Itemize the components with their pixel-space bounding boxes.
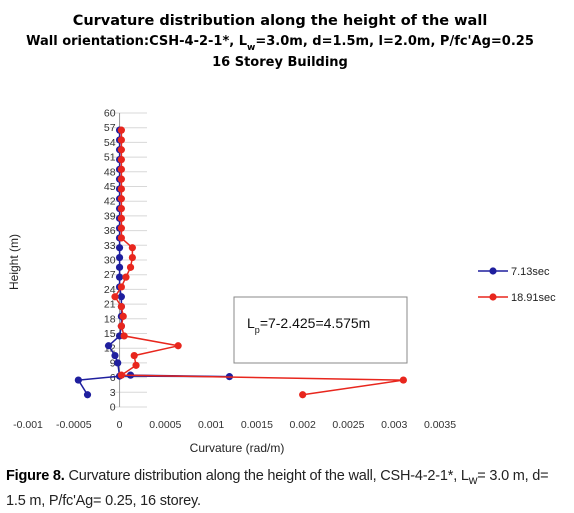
- x-tick-label: -0.0005: [56, 419, 92, 431]
- annotation-text: Lp=7-2.425=4.575m: [247, 315, 370, 335]
- data-point: [174, 342, 182, 350]
- data-point: [117, 195, 125, 203]
- legend-label: 7.13sec: [511, 266, 550, 278]
- data-point: [117, 214, 125, 222]
- data-point: [128, 244, 136, 252]
- y-tick-label: 6: [110, 372, 116, 384]
- series-layer: [74, 126, 407, 399]
- series-line-2: [114, 130, 404, 396]
- x-tick-label: 0.0015: [241, 419, 273, 431]
- data-point: [117, 204, 125, 213]
- data-point: [117, 185, 125, 193]
- data-point: [117, 302, 125, 311]
- y-axis-label: Height (m): [7, 234, 21, 290]
- caption-text-end: = 3.0 m, d= 1.5 m, P/fc'Ag= 0.25, 16 sto…: [6, 468, 549, 509]
- data-point: [130, 351, 138, 360]
- data-point: [120, 332, 128, 340]
- y-tick-label: 24: [104, 284, 116, 296]
- y-tick-label: 9: [110, 357, 116, 369]
- x-tick-label: 0.003: [381, 419, 407, 431]
- data-point: [117, 283, 125, 291]
- x-tick-label: 0.002: [290, 419, 316, 431]
- series-line-1: [77, 130, 230, 396]
- data-point: [74, 376, 82, 384]
- y-tick-label: 54: [104, 137, 116, 149]
- y-tick-label: 21: [104, 299, 116, 311]
- data-point: [111, 293, 119, 301]
- x-tick-label: 0.0025: [332, 419, 364, 431]
- chart-title: Curvature distribution along the height …: [73, 13, 488, 29]
- y-tick-label: 15: [104, 328, 116, 340]
- data-point: [111, 351, 119, 360]
- chart: Curvature distribution along the height …: [7, 13, 556, 455]
- y-tick-label: 48: [104, 166, 116, 178]
- data-point: [119, 312, 127, 320]
- data-point: [115, 263, 124, 271]
- y-tick-label: 3: [110, 387, 116, 399]
- data-point: [115, 273, 124, 281]
- x-tick-label: 0.001: [198, 419, 224, 431]
- caption-sub: w: [468, 472, 478, 487]
- legend: 7.13sec 18.91sec: [478, 266, 556, 304]
- caption-label: Figure 8.: [6, 468, 65, 484]
- chart-subtitle: Wall orientation:CSH-4-2-1*, Lw=3.0m, d=…: [26, 34, 534, 53]
- axes: 03691215182124273033363942454851545760-0…: [13, 108, 456, 432]
- x-tick-label: 0.0005: [149, 419, 181, 431]
- data-point: [117, 136, 125, 144]
- data-point: [104, 342, 113, 350]
- data-point: [128, 253, 136, 262]
- data-point: [117, 224, 125, 232]
- data-point: [122, 273, 130, 281]
- data-point: [399, 376, 407, 384]
- data-point: [115, 244, 124, 252]
- y-tick-label: 51: [104, 152, 116, 164]
- y-tick-label: 60: [104, 108, 116, 120]
- legend-swatch-marker: [489, 293, 497, 301]
- data-point: [117, 146, 125, 154]
- data-point: [117, 155, 125, 164]
- data-point: [117, 126, 125, 134]
- legend-swatch-marker: [489, 267, 497, 275]
- y-tick-label: 57: [104, 122, 116, 134]
- legend-label: 18.91sec: [511, 292, 556, 304]
- data-point: [126, 263, 135, 271]
- data-point: [117, 293, 125, 301]
- y-tick-label: 33: [104, 240, 116, 252]
- data-point: [299, 391, 307, 399]
- caption-text: Curvature distribution along the height …: [64, 468, 469, 484]
- data-point: [117, 234, 125, 242]
- y-tick-label: 39: [104, 210, 116, 222]
- y-tick-label: 36: [104, 225, 116, 237]
- y-tick-label: 0: [110, 402, 116, 414]
- y-tick-label: 42: [104, 196, 116, 208]
- data-point: [117, 175, 125, 183]
- x-axis-label: Curvature (rad/m): [190, 441, 285, 455]
- grid: [110, 112, 148, 408]
- chart-subtitle-2: 16 Storey Building: [212, 55, 348, 70]
- annotation-box: Lp=7-2.425=4.575m: [233, 296, 408, 364]
- y-tick-label: 30: [104, 255, 116, 267]
- data-point: [114, 359, 122, 367]
- data-point: [115, 253, 124, 262]
- data-point: [83, 391, 92, 399]
- y-tick-label: 18: [104, 313, 116, 325]
- x-tick-label: 0.0035: [424, 419, 456, 431]
- data-point: [117, 322, 125, 330]
- data-point: [117, 371, 125, 379]
- data-point: [117, 165, 125, 173]
- figure-caption: Figure 8. Curvature distribution along t…: [6, 466, 568, 512]
- y-tick-label: 45: [104, 181, 116, 193]
- data-point: [132, 361, 140, 369]
- annotation-frame: [233, 296, 408, 364]
- x-tick-label: 0: [117, 419, 123, 431]
- y-tick-label: 27: [104, 269, 116, 281]
- x-tick-label: -0.001: [13, 419, 43, 431]
